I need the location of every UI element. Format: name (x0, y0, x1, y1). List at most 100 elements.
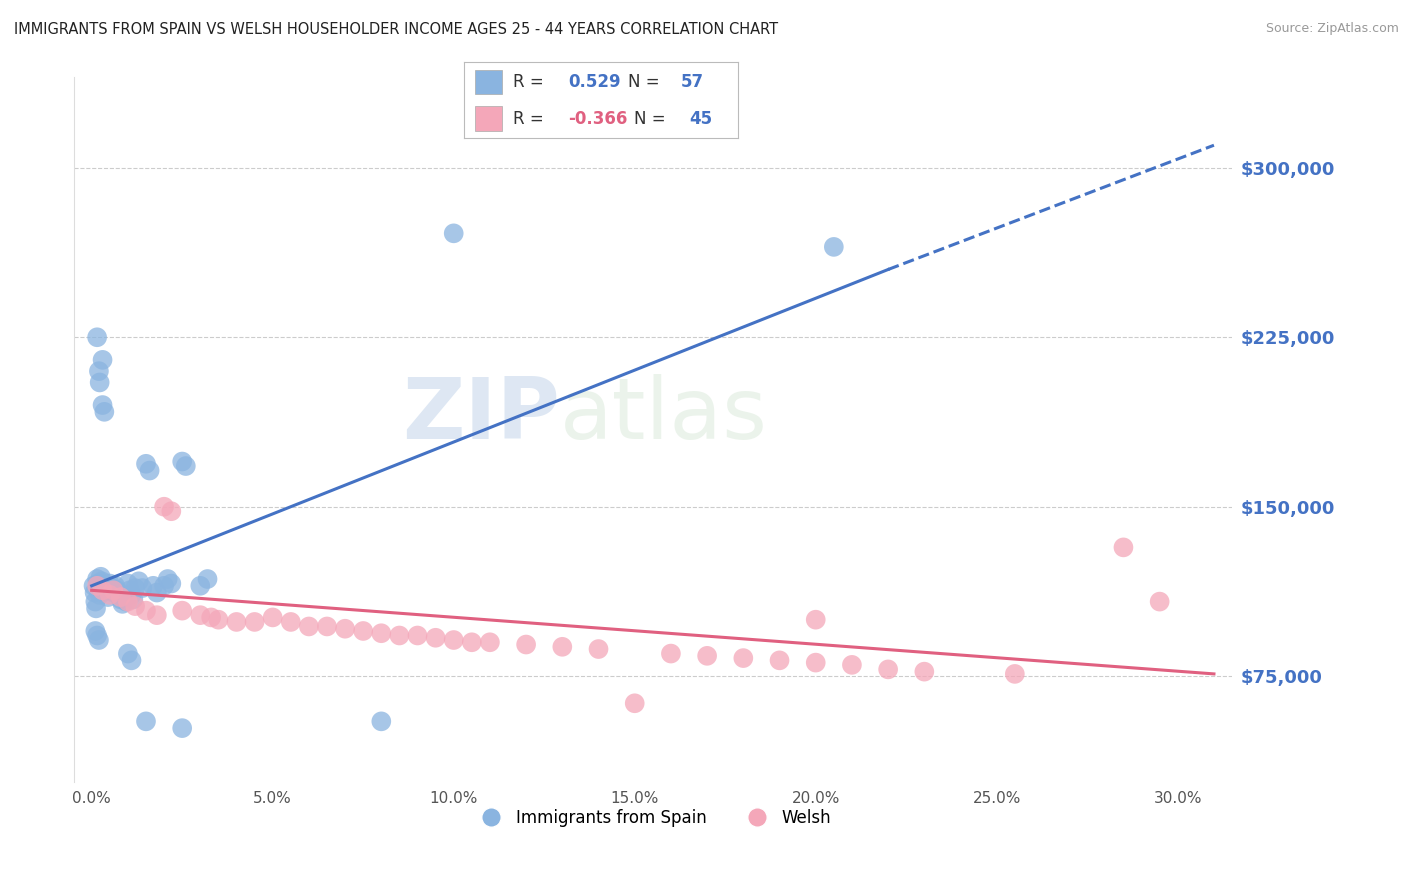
Point (124, 599, 146, 614)
Point (172, 604, 194, 618)
Point (87, 583, 110, 598)
Point (110, 590, 132, 604)
Point (121, 588, 143, 602)
Point (298, 619, 321, 633)
Point (128, 574, 150, 589)
Point (200, 610, 222, 624)
Point (83, 579, 105, 593)
Point (86, 628, 108, 642)
Point (115, 594, 138, 608)
Point (91, 583, 114, 598)
Point (87, 576, 110, 591)
Text: 45: 45 (689, 110, 711, 128)
Point (551, 640, 574, 654)
Point (188, 608, 211, 623)
Text: -0.366: -0.366 (568, 110, 627, 128)
Point (87, 633, 110, 648)
Text: ZIP: ZIP (402, 375, 560, 458)
FancyBboxPatch shape (475, 70, 502, 95)
Point (146, 608, 169, 623)
Point (912, 665, 935, 679)
Point (197, 572, 219, 586)
Point (83, 585, 105, 599)
Point (172, 721, 194, 735)
Point (146, 585, 169, 599)
Point (1004, 666, 1026, 681)
Point (172, 454, 194, 468)
Point (153, 579, 176, 593)
Point (89, 588, 111, 602)
Point (135, 457, 157, 471)
Point (225, 615, 247, 629)
Point (768, 653, 790, 667)
Point (131, 581, 153, 595)
Point (156, 572, 179, 586)
Text: N =: N = (634, 110, 671, 128)
Point (84, 594, 107, 608)
Point (207, 613, 229, 627)
Point (135, 714, 157, 729)
Point (461, 635, 484, 649)
Point (1149, 594, 1171, 608)
Point (86, 572, 108, 586)
Point (243, 615, 266, 629)
Point (90, 570, 112, 584)
Point (108, 588, 131, 602)
Point (121, 653, 143, 667)
Point (117, 647, 139, 661)
Point (103, 583, 125, 598)
Point (97, 590, 120, 604)
Point (124, 581, 146, 595)
Point (91, 398, 114, 412)
Point (696, 648, 718, 663)
Point (104, 579, 127, 593)
Point (135, 604, 157, 618)
Point (160, 504, 183, 518)
Point (280, 615, 302, 629)
Point (111, 597, 134, 611)
Point (96, 583, 118, 598)
Point (105, 583, 128, 598)
Point (443, 633, 465, 648)
Point (370, 626, 392, 640)
Point (406, 628, 429, 642)
Point (478, 635, 501, 649)
Point (188, 579, 211, 593)
Point (659, 647, 682, 661)
Point (823, 240, 845, 254)
Point (98, 576, 121, 591)
Point (117, 576, 139, 591)
Point (174, 458, 197, 473)
Point (733, 651, 755, 665)
Text: IMMIGRANTS FROM SPAIN VS WELSH HOUSEHOLDER INCOME AGES 25 - 44 YEARS CORRELATION: IMMIGRANTS FROM SPAIN VS WELSH HOUSEHOLD… (14, 22, 778, 37)
Text: atlas: atlas (560, 375, 768, 458)
Point (160, 576, 183, 591)
Point (623, 696, 645, 710)
Point (84, 601, 107, 615)
Point (316, 619, 339, 633)
Point (841, 657, 863, 672)
Point (352, 624, 374, 638)
Point (90, 574, 112, 589)
Point (142, 579, 165, 593)
Point (333, 622, 356, 636)
Point (91, 352, 114, 367)
Point (86, 579, 108, 593)
Point (110, 592, 132, 607)
Point (98, 588, 121, 602)
Point (86, 330, 108, 344)
Point (588, 642, 610, 657)
Point (93, 405, 115, 419)
Point (443, 227, 465, 241)
Point (103, 585, 125, 599)
Point (262, 610, 284, 624)
Text: Source: ZipAtlas.com: Source: ZipAtlas.com (1265, 22, 1399, 36)
Point (804, 613, 827, 627)
Point (112, 590, 135, 604)
Point (117, 594, 139, 608)
FancyBboxPatch shape (475, 106, 502, 130)
Point (89, 376, 111, 390)
Point (804, 656, 827, 670)
Text: 57: 57 (681, 73, 703, 91)
Point (118, 583, 141, 598)
